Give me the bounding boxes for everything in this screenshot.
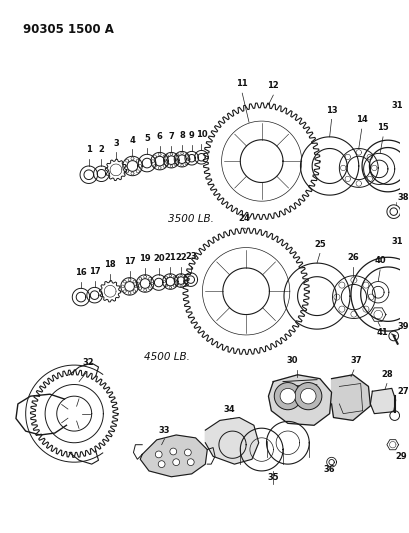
Text: 41: 41 (375, 328, 387, 337)
Text: 32: 32 (83, 358, 94, 367)
Text: 27: 27 (397, 387, 408, 396)
Text: 9: 9 (189, 131, 194, 140)
Circle shape (294, 383, 321, 410)
Circle shape (388, 331, 398, 341)
Text: 1: 1 (85, 146, 92, 155)
Text: 34: 34 (223, 405, 235, 414)
Text: 26: 26 (346, 253, 358, 262)
Circle shape (300, 389, 315, 404)
Text: 4500 LB.: 4500 LB. (143, 352, 189, 362)
Text: 2: 2 (98, 146, 104, 155)
Text: 23: 23 (184, 252, 196, 261)
Text: 37: 37 (349, 356, 361, 365)
Circle shape (184, 449, 191, 456)
Text: 31: 31 (391, 101, 402, 110)
Text: 4: 4 (129, 135, 135, 144)
Text: 11: 11 (236, 79, 247, 88)
Text: 15: 15 (376, 123, 388, 132)
Text: 17: 17 (124, 257, 135, 266)
Text: 6: 6 (156, 132, 162, 141)
Circle shape (389, 411, 399, 421)
Polygon shape (205, 417, 258, 464)
Circle shape (172, 459, 179, 466)
Text: 24: 24 (238, 214, 249, 223)
Text: 14: 14 (355, 115, 366, 124)
Polygon shape (331, 375, 369, 421)
Circle shape (187, 459, 194, 466)
Text: 7: 7 (168, 132, 174, 141)
Text: 17: 17 (89, 266, 100, 276)
Text: 28: 28 (380, 370, 392, 378)
Polygon shape (140, 435, 207, 477)
Text: 5: 5 (144, 134, 150, 143)
Text: 8: 8 (179, 131, 184, 140)
Circle shape (155, 451, 162, 458)
Text: 38: 38 (397, 192, 408, 201)
Text: 10: 10 (195, 130, 207, 139)
Text: 39: 39 (397, 322, 408, 330)
Text: 18: 18 (104, 260, 116, 269)
Text: 36: 36 (323, 465, 335, 474)
Circle shape (279, 389, 295, 404)
Text: 90305 1500 A: 90305 1500 A (22, 23, 113, 36)
Text: 19: 19 (139, 254, 151, 263)
Circle shape (169, 448, 176, 455)
Text: 35: 35 (267, 473, 279, 482)
Text: 29: 29 (395, 452, 406, 461)
Text: 21: 21 (164, 253, 176, 262)
Polygon shape (268, 375, 331, 425)
Text: 3: 3 (113, 139, 119, 148)
Circle shape (158, 461, 164, 467)
Text: 25: 25 (313, 239, 325, 248)
Text: 30: 30 (286, 356, 298, 365)
Text: 40: 40 (373, 256, 385, 265)
Text: 13: 13 (325, 106, 337, 115)
Text: 20: 20 (153, 254, 164, 263)
Text: 12: 12 (267, 81, 279, 90)
Text: 22: 22 (175, 253, 187, 262)
Text: 16: 16 (75, 268, 87, 277)
Circle shape (274, 383, 301, 410)
Text: 33: 33 (158, 426, 170, 435)
Polygon shape (369, 389, 395, 414)
Text: 31: 31 (391, 237, 402, 246)
Text: 3500 LB.: 3500 LB. (167, 214, 213, 223)
